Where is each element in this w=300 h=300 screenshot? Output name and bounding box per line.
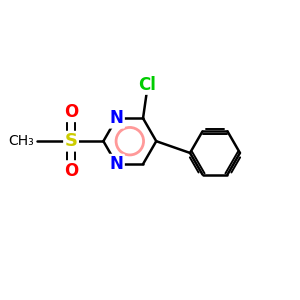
Text: O: O <box>64 162 78 180</box>
Text: O: O <box>64 103 78 121</box>
Text: CH₃: CH₃ <box>9 134 34 148</box>
Text: N: N <box>110 155 124 173</box>
Text: S: S <box>64 132 78 150</box>
Text: N: N <box>110 109 124 127</box>
Text: Cl: Cl <box>139 76 156 94</box>
